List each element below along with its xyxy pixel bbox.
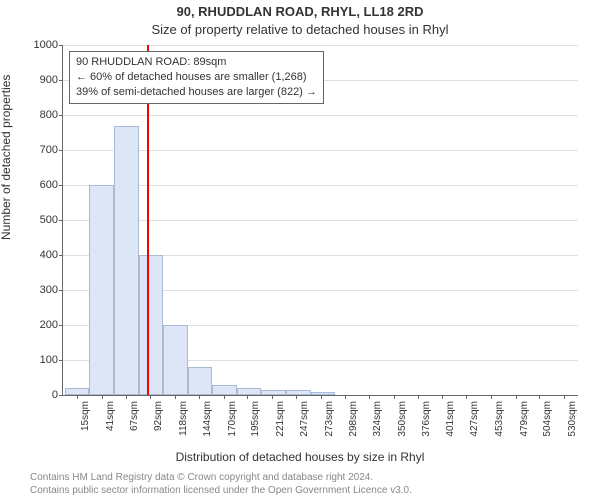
ytick-mark [59,255,63,256]
xtick-mark [442,395,443,399]
xtick-label: 221sqm [275,401,286,451]
gridline [63,150,578,151]
plot-area: 0100200300400500600700800900100015sqm41s… [62,45,578,396]
ytick-label: 1000 [28,39,58,51]
ytick-mark [59,115,63,116]
histogram-bar [89,185,114,395]
xtick-mark [296,395,297,399]
histogram-bar [139,255,164,395]
ytick-mark [59,80,63,81]
xtick-label: 479sqm [519,401,530,451]
ytick-mark [59,185,63,186]
xtick-mark [224,395,225,399]
chart-footer: Contains HM Land Registry data © Crown c… [30,471,412,497]
gridline [63,115,578,116]
histogram-bar [163,325,188,395]
histogram-bar [237,388,262,395]
xtick-label: 530sqm [567,401,578,451]
xtick-label: 427sqm [469,401,480,451]
xtick-label: 67sqm [129,401,140,451]
ytick-mark [59,150,63,151]
xtick-mark [77,395,78,399]
xtick-mark [516,395,517,399]
histogram-bar [212,385,237,396]
xtick-mark [466,395,467,399]
ytick-mark [59,325,63,326]
xtick-mark [539,395,540,399]
xtick-mark [150,395,151,399]
gridline [63,185,578,186]
annotation-line-3: 39% of semi-detached houses are larger (… [76,85,317,100]
xtick-label: 273sqm [324,401,335,451]
histogram-bar [311,392,336,396]
xtick-label: 453sqm [494,401,505,451]
xtick-label: 376sqm [421,401,432,451]
xtick-label: 298sqm [348,401,359,451]
xtick-label: 144sqm [202,401,213,451]
xtick-label: 504sqm [542,401,553,451]
gridline [63,45,578,46]
histogram-bar [286,390,311,395]
xtick-mark [369,395,370,399]
gridline [63,220,578,221]
ytick-label: 600 [28,179,58,191]
ytick-label: 700 [28,144,58,156]
xtick-mark [126,395,127,399]
ytick-label: 500 [28,214,58,226]
ytick-label: 100 [28,354,58,366]
annotation-line-2: ← 60% of detached houses are smaller (1,… [76,70,317,85]
xtick-label: 195sqm [250,401,261,451]
ytick-mark [59,220,63,221]
xtick-label: 118sqm [178,401,189,451]
annotation-box: 90 RHUDDLAN ROAD: 89sqm ← 60% of detache… [69,51,324,104]
histogram-bar [114,126,139,396]
xtick-label: 350sqm [397,401,408,451]
histogram-bar [65,388,90,395]
ytick-mark [59,290,63,291]
footer-line-1: Contains HM Land Registry data © Crown c… [30,471,412,484]
xtick-mark [394,395,395,399]
ytick-mark [59,45,63,46]
xtick-label: 41sqm [105,401,116,451]
xtick-label: 401sqm [445,401,456,451]
xtick-label: 324sqm [372,401,383,451]
ytick-label: 400 [28,249,58,261]
xtick-label: 92sqm [153,401,164,451]
chart-subtitle: Size of property relative to detached ho… [0,22,600,37]
xtick-mark [418,395,419,399]
xtick-mark [247,395,248,399]
ytick-label: 800 [28,109,58,121]
ytick-label: 300 [28,284,58,296]
xtick-mark [345,395,346,399]
xtick-mark [564,395,565,399]
histogram-bar [188,367,213,395]
property-size-chart: 90, RHUDDLAN ROAD, RHYL, LL18 2RD Size o… [0,0,600,500]
y-axis-label: Number of detached properties [0,75,13,240]
chart-title: 90, RHUDDLAN ROAD, RHYL, LL18 2RD [0,4,600,19]
xtick-label: 247sqm [299,401,310,451]
xtick-mark [175,395,176,399]
ytick-label: 200 [28,319,58,331]
xtick-mark [272,395,273,399]
annotation-line-1: 90 RHUDDLAN ROAD: 89sqm [76,55,317,70]
xtick-mark [321,395,322,399]
x-axis-label: Distribution of detached houses by size … [0,450,600,464]
histogram-bar [261,390,286,395]
ytick-label: 900 [28,74,58,86]
ytick-label: 0 [28,389,58,401]
xtick-label: 170sqm [227,401,238,451]
xtick-mark [199,395,200,399]
xtick-mark [102,395,103,399]
ytick-mark [59,395,63,396]
xtick-mark [491,395,492,399]
xtick-label: 15sqm [80,401,91,451]
footer-line-2: Contains public sector information licen… [30,484,412,497]
ytick-mark [59,360,63,361]
